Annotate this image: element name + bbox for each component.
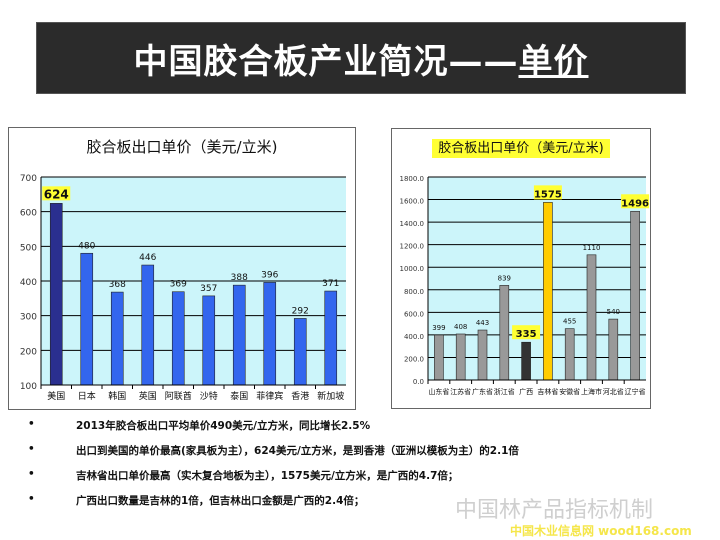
data-label-highlight [533,185,562,200]
data-label: 399 [432,324,445,332]
bar [232,284,246,386]
x-tick-label: 阿联酋 [165,390,192,402]
bar [543,202,553,381]
bar [499,285,510,381]
data-label: 388 [231,273,248,283]
y-tick-label: 0.0 [413,378,424,386]
bar [564,328,575,381]
x-tick-label: 菲律宾 [256,390,283,402]
x-tick-label: 上海市 [581,387,602,396]
bar [434,334,444,381]
x-tick-label: 广东省 [472,387,493,396]
y-tick-label: 1400.0 [400,220,425,228]
x-tick-label: 江苏省 [450,387,471,396]
bar [263,282,277,386]
data-label: 455 [563,318,576,326]
chart-title: 胶合板出口单价（美元/立米) [432,139,610,158]
data-label: 368 [109,280,126,290]
y-tick-label: 300 [20,313,37,323]
y-tick-label: 400 [20,278,37,288]
data-label-highlight [621,194,650,209]
bar [293,318,307,386]
y-tick-label: 1800.0 [400,175,425,183]
slide-title: 中国胶合板产业简况—— [133,41,519,82]
data-label: 480 [78,241,95,251]
chart-svg: 0.0 200.0 400.0 600.0 800.0 1000.0 1200.0 1400.… [400,175,650,396]
y-tick-label: 700 [20,174,37,184]
bar [630,210,640,381]
data-label: 396 [261,270,278,280]
chart-province: 胶合板出口单价（美元/立米) 0.0 200.0 400.0 600.0 800.0 10… [391,128,651,409]
bar [521,341,531,381]
y-tick-label: 400.0 [404,333,424,341]
y-tick-label: 600 [20,209,37,219]
bar [80,252,94,386]
y-tick-label: 100 [20,382,37,392]
y-tick-label: 200 [20,347,37,357]
bar [586,254,597,381]
data-label: 624 [44,187,69,201]
x-tick-label: 韩国 [108,390,126,402]
y-tick-label: 1200.0 [400,243,425,251]
y-tick-label: 1600.0 [400,198,425,206]
bar [455,333,466,381]
data-label: 1575 [534,189,562,200]
data-label: 371 [322,279,339,289]
bar [477,329,488,381]
bar [110,291,124,386]
data-label: 443 [476,319,489,327]
x-tick-label: 英国 [139,390,157,402]
data-label-highlight [512,325,541,340]
bar [141,264,155,386]
bar [608,318,619,381]
chart-svg: 100 200 300 400 500 600 700 624 美国 480 日本 368 韩国 446 英… [20,174,346,402]
y-tick-label: 200.0 [404,355,424,363]
data-label: 540 [607,308,620,316]
bullet-item: • 广西出口数量是吉林的1倍，但吉林出口金额是广西的2.4倍； [28,493,365,507]
data-label: 335 [516,329,537,340]
x-tick-label: 沙特 [200,390,218,402]
bar [49,203,63,386]
watermark: 中国林产品指标机制 [455,498,654,523]
bar [324,290,338,386]
x-tick-label: 山东省 [428,387,449,396]
data-label: 292 [292,306,309,316]
y-tick-label: 800.0 [404,288,424,296]
x-tick-label: 新加坡 [317,390,344,402]
slide-title-emphasis: 单价 [518,41,589,82]
data-label: 408 [454,323,467,331]
bullet-item: • 吉林省出口单价最高（实木复合地板为主），1575美元/立方米，是广西的4.7倍… [28,468,459,482]
slide-title-bar: 中国胶合板产业简况—— 单价 [36,22,686,94]
bar [171,291,185,386]
x-tick-label: 广西 [519,387,533,396]
chart-country: 胶合板出口单价（美元/立米) 100 200 300 400 500 600 700 624 美… [8,127,356,410]
data-label: 446 [139,253,156,263]
x-tick-label: 河北省 [603,387,624,396]
x-tick-label: 安徽省 [559,387,580,396]
x-tick-label: 吉林省 [537,387,558,396]
x-tick-label: 香港 [291,390,309,402]
chart-title: 胶合板出口单价（美元/立米) [86,138,278,156]
x-tick-label: 美国 [47,390,65,402]
x-tick-label: 日本 [78,390,96,402]
y-tick-label: 600.0 [404,310,424,318]
x-tick-label: 浙江省 [494,387,515,396]
y-tick-label: 500 [20,243,37,253]
data-label: 357 [200,284,217,294]
data-label: 839 [498,274,511,282]
data-label: 1110 [583,244,601,252]
data-label: 369 [170,280,187,290]
bullet-item: • 2013年胶合板出口平均单价490美元/立方米，同比增长2.5% [28,418,371,432]
bullet-list: • 2013年胶合板出口平均单价490美元/立方米，同比增长2.5% • 出口到美国… [28,418,519,518]
x-tick-label: 辽宁省 [625,387,646,396]
y-tick-label: 1000.0 [400,265,425,273]
bar [202,295,216,386]
data-label: 1496 [621,198,649,209]
x-tick-label: 泰国 [230,390,248,402]
data-label-highlight [42,186,71,201]
bullet-item: • 出口到美国的单价最高(家具板为主），624美元/立方米，是到香港（亚洲以模板为… [28,443,519,457]
watermark-site: 中国木业信息网 wood168.com [510,524,692,538]
